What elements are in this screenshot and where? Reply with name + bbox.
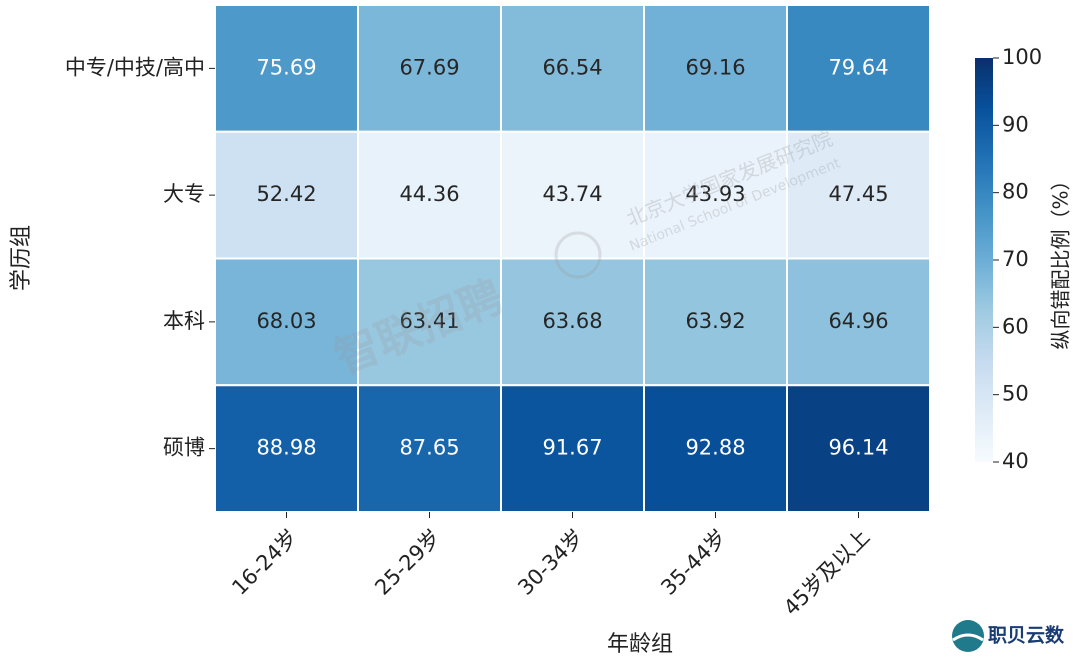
logo: 职贝云数 bbox=[952, 620, 1065, 652]
heatmap-cell bbox=[214, 130, 359, 260]
cell-label: 43.74 bbox=[542, 182, 602, 206]
heatmap-cell bbox=[643, 257, 788, 387]
y-tick-label: 中专/中技/高中 bbox=[65, 55, 205, 79]
colorbar-tick-label: 70 bbox=[1002, 247, 1029, 271]
colorbar-tick-label: 90 bbox=[1002, 112, 1029, 136]
y-tick-label: 大专 bbox=[163, 182, 205, 206]
heatmap-cell bbox=[357, 384, 502, 513]
cell-label: 91.67 bbox=[542, 436, 602, 460]
logo-wave bbox=[952, 633, 984, 642]
cell-label: 43.93 bbox=[685, 182, 745, 206]
y-axis-label: 学历组 bbox=[9, 225, 34, 291]
heatmap-cell bbox=[786, 4, 931, 133]
heatmap-cell bbox=[786, 130, 931, 260]
heatmap-cell bbox=[357, 257, 502, 387]
heatmap-cell bbox=[500, 384, 645, 513]
cell-label: 96.14 bbox=[828, 436, 888, 460]
cell-label: 66.54 bbox=[542, 55, 602, 79]
x-axis-label: 年龄组 bbox=[607, 632, 673, 657]
watermark-emblem bbox=[554, 231, 602, 279]
heatmap-cell bbox=[643, 4, 788, 133]
cell-label: 63.92 bbox=[685, 309, 745, 333]
cell-label: 67.69 bbox=[399, 55, 459, 79]
colorbar-tick-label: 100 bbox=[1002, 45, 1042, 69]
heatmap-cell bbox=[214, 4, 359, 133]
cell-label: 44.36 bbox=[399, 182, 459, 206]
x-tick-label: 30-34岁 bbox=[513, 525, 588, 600]
cell-label: 92.88 bbox=[685, 436, 745, 460]
cell-label: 64.96 bbox=[828, 309, 888, 333]
colorbar-label: 纵向错配比例（%） bbox=[1049, 170, 1073, 349]
heatmap-cell bbox=[643, 384, 788, 513]
x-tick-label: 45岁及以上 bbox=[779, 525, 874, 620]
cell-label: 63.68 bbox=[542, 309, 602, 333]
cell-label: 87.65 bbox=[399, 436, 459, 460]
colorbar-tick-label: 80 bbox=[1002, 180, 1029, 204]
cell-label: 69.16 bbox=[685, 55, 745, 79]
x-tick-label: 25-29岁 bbox=[370, 525, 445, 600]
y-tick-label: 硕博 bbox=[163, 436, 205, 460]
x-tick-label: 16-24岁 bbox=[227, 525, 302, 600]
cell-label: 47.45 bbox=[828, 182, 888, 206]
cell-label: 79.64 bbox=[828, 55, 888, 79]
cell-label: 68.03 bbox=[256, 309, 316, 333]
heatmap-cell bbox=[500, 4, 645, 133]
x-tick-label: 35-44岁 bbox=[656, 525, 731, 600]
cell-label: 75.69 bbox=[256, 55, 316, 79]
heatmap-cell bbox=[786, 384, 931, 513]
cell-label: 52.42 bbox=[256, 182, 316, 206]
heatmap-cell bbox=[786, 257, 931, 387]
heatmap-cell bbox=[357, 130, 502, 260]
cell-label: 88.98 bbox=[256, 436, 316, 460]
colorbar-tick-label: 50 bbox=[1002, 382, 1029, 406]
heatmap-cell bbox=[214, 257, 359, 387]
logo-text: 职贝云数 bbox=[988, 624, 1065, 647]
y-tick-label: 本科 bbox=[163, 309, 205, 333]
colorbar bbox=[975, 58, 993, 462]
colorbar-tick-label: 40 bbox=[1002, 449, 1029, 473]
colorbar-tick-label: 60 bbox=[1002, 314, 1029, 338]
cell-label: 63.41 bbox=[399, 309, 459, 333]
